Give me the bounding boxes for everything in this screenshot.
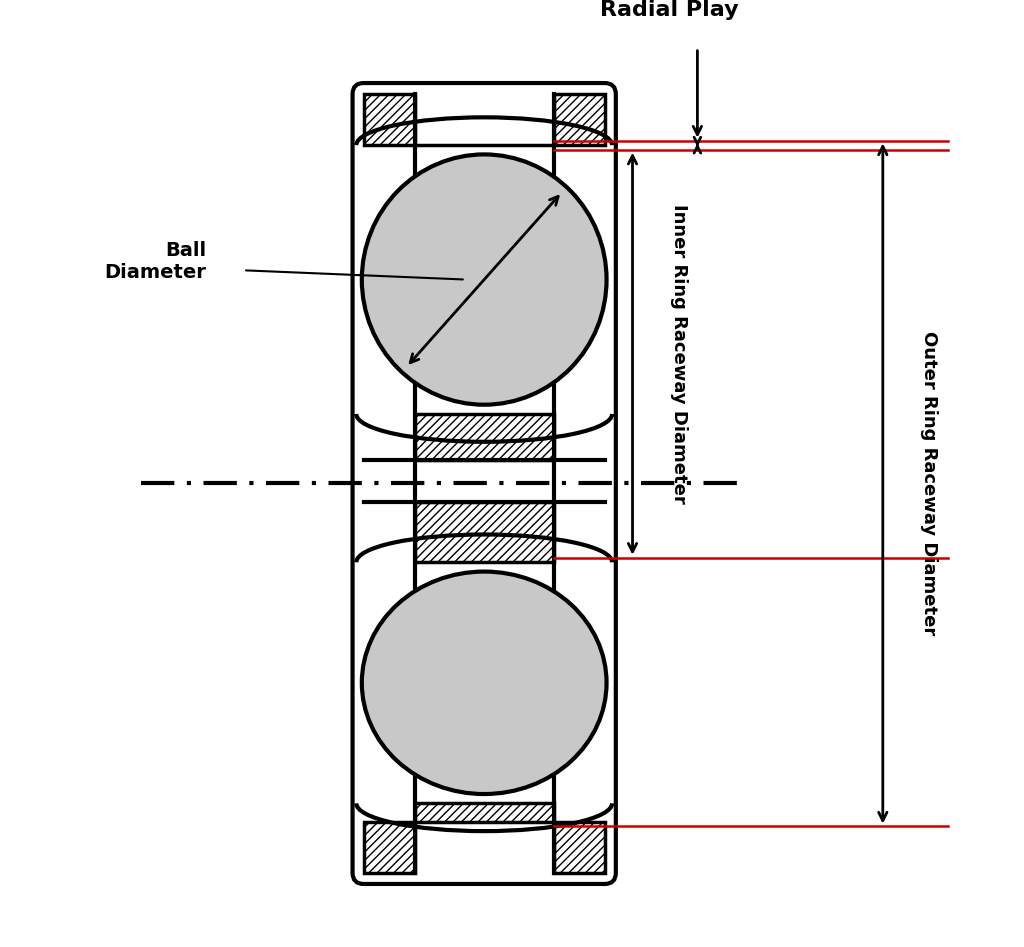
Ellipse shape [361, 154, 606, 404]
Bar [554, 822, 605, 873]
Bar [415, 502, 554, 563]
Bar [364, 94, 415, 145]
Bar [364, 822, 415, 873]
Ellipse shape [361, 572, 606, 794]
Bar [554, 822, 605, 873]
Bar [415, 803, 554, 822]
Bar [415, 803, 554, 822]
Bar [364, 94, 415, 145]
FancyBboxPatch shape [352, 83, 615, 884]
Bar [554, 94, 605, 145]
Text: Inner Ring Raceway Diameter: Inner Ring Raceway Diameter [670, 204, 687, 504]
Bar [554, 94, 605, 145]
Text: Ball
Diameter: Ball Diameter [104, 241, 206, 281]
Bar [364, 822, 415, 873]
Text: Radial Play: Radial Play [600, 0, 739, 20]
Text: Outer Ring Raceway Diameter: Outer Ring Raceway Diameter [920, 331, 938, 635]
Bar [415, 414, 554, 460]
Bar [415, 502, 554, 563]
Bar [415, 414, 554, 460]
